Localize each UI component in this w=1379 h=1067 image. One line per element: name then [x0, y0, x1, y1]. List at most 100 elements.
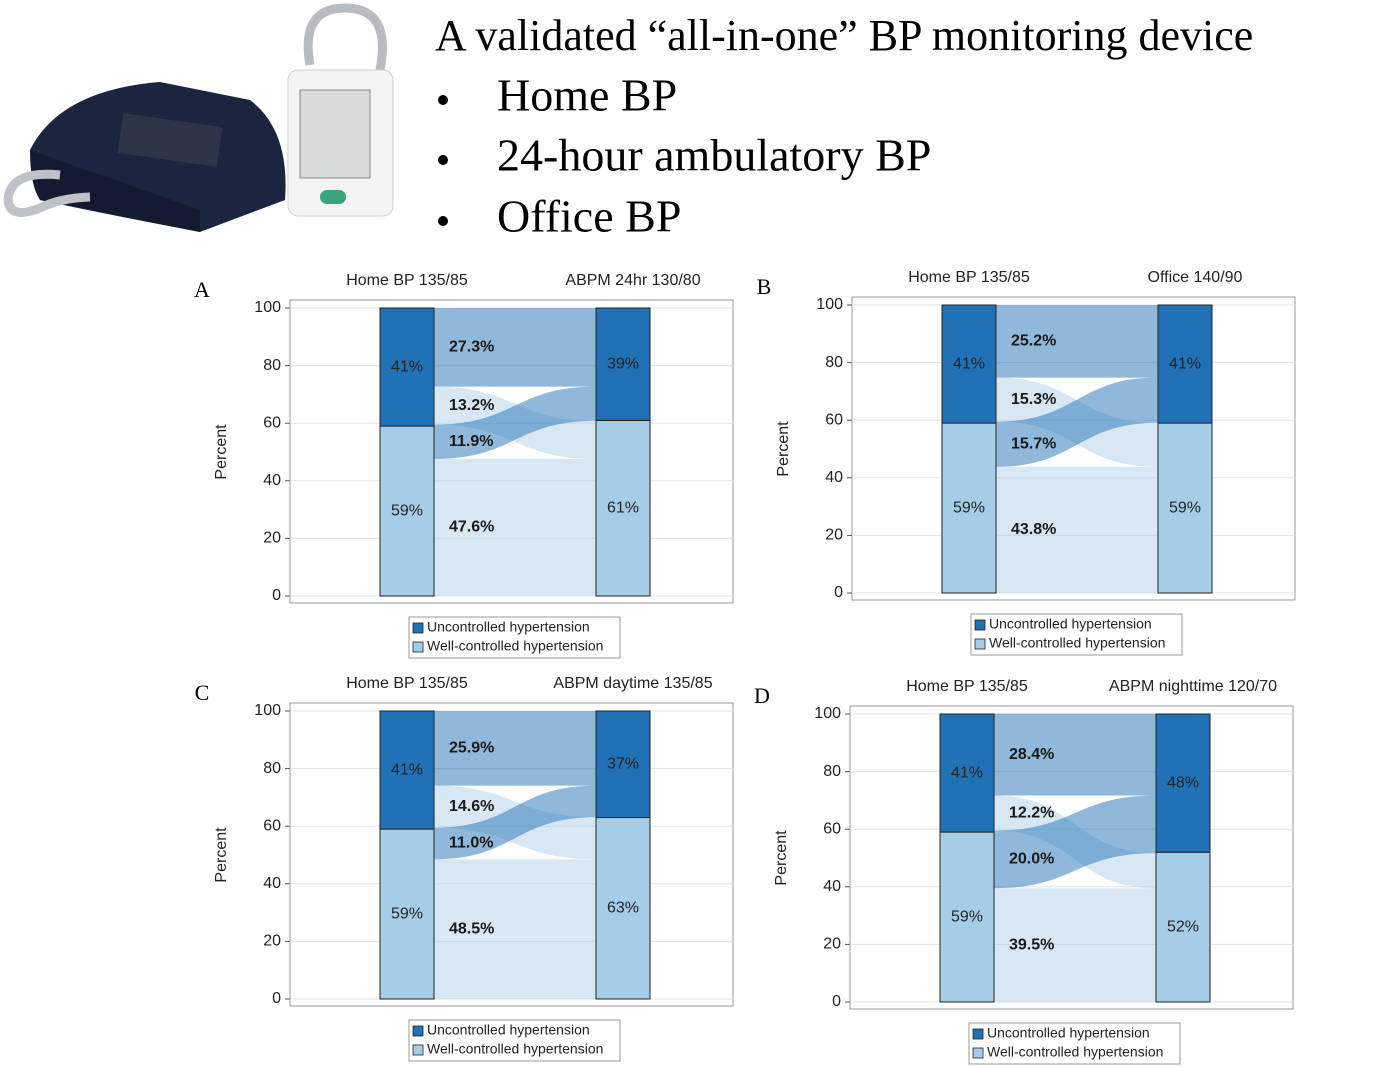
bullet	[438, 155, 448, 165]
bullet	[438, 95, 448, 105]
plot-frame	[851, 296, 1296, 601]
legend-swatch	[412, 1044, 424, 1056]
column-label: Home BP 135/85	[906, 678, 1028, 695]
y-tick-label: 0	[272, 990, 281, 1007]
flow-label: 47.6%	[449, 519, 494, 536]
bar-segment	[939, 713, 995, 833]
bar-segment	[1155, 851, 1211, 1003]
flow-label: 25.9%	[449, 740, 494, 757]
legend-swatch	[972, 1028, 984, 1040]
y-tick-label: 20	[263, 933, 281, 950]
bar-label: 37%	[607, 755, 639, 772]
panel-label: C	[195, 680, 210, 705]
bar-label: 39%	[607, 355, 639, 372]
bar-segment	[941, 422, 997, 594]
flow-label: 28.4%	[1009, 746, 1054, 763]
flow	[434, 458, 596, 596]
column-label: Home BP 135/85	[346, 675, 468, 692]
bar-segment	[379, 710, 435, 830]
flow	[994, 795, 1156, 889]
y-tick-label: 60	[825, 411, 843, 428]
bar-segment	[1157, 304, 1213, 424]
bar-label: 41%	[391, 358, 423, 375]
y-tick-label: 40	[263, 875, 281, 892]
y-tick-label: 100	[254, 702, 281, 719]
flow-label: 43.8%	[1011, 521, 1056, 538]
legend-label: Well-controlled hypertension	[427, 1041, 603, 1057]
bar-segment	[941, 304, 997, 424]
flow-label: 48.5%	[449, 920, 494, 937]
y-tick-label: 20	[825, 527, 843, 544]
flow	[994, 888, 1156, 1002]
bar-label: 59%	[391, 502, 423, 519]
column-label: Office 140/90	[1148, 269, 1243, 286]
y-tick-label: 40	[263, 472, 281, 489]
legend-swatch	[974, 638, 986, 650]
column-label: ABPM 24hr 130/80	[565, 272, 700, 289]
slide-title: A validated “all-in-one” BP monitoring d…	[435, 11, 1253, 60]
bar-label: 41%	[951, 764, 983, 781]
flow	[996, 377, 1158, 467]
flow-label: 15.7%	[1011, 435, 1056, 452]
bar-segment	[1157, 422, 1213, 594]
legend-swatch	[412, 1025, 424, 1037]
legend-box	[968, 1022, 1181, 1065]
flow	[996, 305, 1158, 378]
bar-label: 41%	[1169, 355, 1201, 372]
y-tick-label: 80	[823, 763, 841, 780]
bar-label: 52%	[1167, 918, 1199, 935]
y-tick-label: 60	[263, 817, 281, 834]
bar-segment	[1155, 713, 1211, 853]
flow	[434, 711, 596, 786]
bar-label: 61%	[607, 499, 639, 516]
bullet-text: 24-hour ambulatory BP	[497, 130, 931, 181]
y-axis-label: Percent	[213, 424, 230, 480]
y-tick-label: 0	[834, 584, 843, 601]
legend-box	[408, 616, 621, 659]
y-tick-label: 100	[816, 296, 843, 313]
flow	[996, 466, 1158, 593]
flow-label: 27.3%	[449, 339, 494, 356]
legend-label: Well-controlled hypertension	[987, 1044, 1163, 1060]
column-label: Home BP 135/85	[346, 272, 468, 289]
column-label: Home BP 135/85	[908, 269, 1030, 286]
bullet-text: Office BP	[497, 191, 681, 242]
y-tick-label: 60	[263, 414, 281, 431]
bar-segment	[379, 307, 435, 427]
flow-label: 39.5%	[1009, 936, 1054, 953]
bar-segment	[595, 710, 651, 819]
bar-segment	[595, 817, 651, 1000]
bullet	[438, 216, 448, 226]
y-tick-label: 40	[823, 878, 841, 895]
flow-label: 13.2%	[449, 397, 494, 414]
y-tick-label: 20	[823, 936, 841, 953]
panel-label: D	[754, 683, 770, 708]
y-tick-label: 60	[823, 820, 841, 837]
y-tick-label: 80	[825, 354, 843, 371]
y-axis-label: Percent	[773, 830, 790, 886]
bar-label: 41%	[391, 761, 423, 778]
legend-label: Well-controlled hypertension	[427, 638, 603, 654]
flow-label: 11.0%	[449, 835, 493, 852]
flow	[434, 308, 596, 387]
flow-label: 14.6%	[449, 798, 494, 815]
legend-swatch	[972, 1047, 984, 1059]
bar-label: 63%	[607, 899, 639, 916]
flow-label: 11.9%	[449, 433, 493, 450]
flow	[434, 386, 596, 459]
device-photo	[3, 3, 394, 232]
legend-box	[408, 1019, 621, 1062]
legend-box	[970, 613, 1183, 656]
flow	[434, 785, 596, 860]
flow-label: 15.3%	[1011, 391, 1056, 408]
y-tick-label: 20	[263, 530, 281, 547]
legend-swatch	[412, 641, 424, 653]
bullet-text: Home BP	[497, 70, 677, 121]
panel-label: A	[194, 277, 210, 302]
plot-frame	[289, 299, 734, 604]
flow-label: 20.0%	[1009, 851, 1054, 868]
bar-label: 59%	[1169, 499, 1201, 516]
legend-label: Uncontrolled hypertension	[427, 619, 590, 635]
legend-swatch	[412, 622, 424, 634]
